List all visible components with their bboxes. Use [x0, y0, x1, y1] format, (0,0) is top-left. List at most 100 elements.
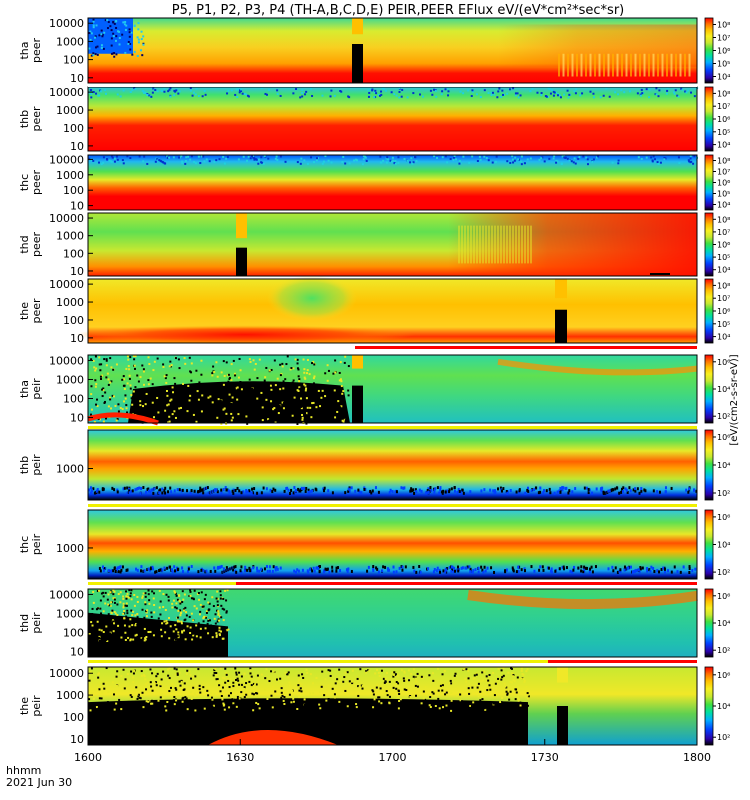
noise-dot — [395, 490, 398, 494]
noise-dot — [92, 26, 95, 29]
noise-dot — [580, 565, 583, 569]
noise-dot — [563, 93, 566, 96]
noise-dot — [285, 487, 288, 491]
noise-dot — [128, 35, 131, 38]
noise-dot — [394, 162, 397, 165]
noise-dot — [378, 700, 381, 703]
noise-dot — [337, 409, 340, 412]
noise-dot — [451, 568, 454, 572]
noise-dot — [386, 694, 389, 697]
noise-dot — [130, 609, 133, 612]
noise-dot — [131, 624, 134, 627]
noise-dot — [90, 385, 93, 388]
colorbar — [704, 509, 714, 580]
noise-dot — [227, 489, 230, 493]
noise-dot — [175, 699, 178, 702]
noise-dot — [680, 87, 683, 90]
x-tick-label: 1730 — [531, 751, 559, 764]
noise-dot — [693, 95, 696, 98]
noise-dot — [474, 568, 477, 572]
noise-dot — [517, 699, 520, 702]
noise-dot — [568, 159, 571, 162]
noise-dot — [526, 692, 529, 695]
noise-dot — [227, 568, 230, 572]
noise-dot — [118, 698, 121, 701]
noise-dot — [90, 358, 93, 361]
noise-dot — [284, 672, 287, 675]
noise-dot — [365, 671, 368, 674]
noise-dot — [158, 629, 161, 632]
noise-dot — [165, 622, 168, 625]
noise-dot — [312, 401, 315, 404]
noise-dot — [230, 699, 233, 702]
noise-dot — [178, 638, 181, 641]
noise-dot — [374, 486, 377, 490]
noise-dot — [183, 682, 186, 685]
noise-dot — [276, 158, 279, 161]
noise-dot — [472, 701, 475, 704]
noise-dot — [236, 677, 239, 680]
noise-dot — [176, 598, 179, 601]
noise-dot — [282, 699, 285, 702]
noise-dot — [112, 569, 115, 573]
noise-dot — [511, 155, 514, 158]
noise-dot — [170, 398, 173, 401]
noise-dot — [372, 690, 375, 693]
noise-dot — [316, 392, 319, 395]
noise-dot — [245, 693, 248, 696]
noise-dot — [512, 569, 515, 573]
noise-dot — [248, 680, 251, 683]
noise-dot — [524, 569, 527, 573]
noise-dot — [173, 489, 176, 493]
noise-dot — [512, 158, 515, 161]
noise-dot — [496, 96, 499, 99]
noise-dot — [652, 489, 655, 493]
noise-dot — [300, 683, 303, 686]
stripe — [625, 53, 628, 77]
noise-dot — [105, 681, 108, 684]
noise-dot — [225, 488, 228, 492]
noise-dot — [105, 358, 108, 361]
stripe — [467, 225, 469, 264]
noise-dot — [592, 158, 595, 161]
noise-dot — [100, 44, 103, 47]
noise-dot — [348, 162, 351, 165]
noise-dot — [134, 614, 137, 617]
noise-dot — [663, 158, 666, 161]
noise-dot — [356, 677, 359, 680]
noise-dot — [437, 697, 440, 700]
stripe — [558, 53, 560, 77]
noise-dot — [128, 631, 131, 634]
noise-dot — [114, 20, 117, 23]
noise-dot — [483, 565, 486, 569]
noise-dot — [509, 706, 512, 709]
noise-dot — [315, 159, 318, 162]
noise-dot — [103, 400, 106, 403]
noise-dot — [258, 569, 261, 573]
noise-dot — [113, 622, 116, 625]
noise-dot — [687, 490, 690, 494]
noise-dot — [213, 370, 216, 373]
noise-dot — [375, 566, 378, 570]
noise-dot — [143, 691, 146, 694]
noise-dot — [225, 700, 228, 703]
noise-dot — [590, 565, 593, 569]
noise-dot — [446, 87, 449, 90]
noise-dot — [101, 35, 104, 38]
noise-dot — [650, 156, 653, 159]
noise-dot — [262, 162, 265, 165]
noise-dot — [153, 487, 156, 491]
noise-dot — [163, 566, 166, 570]
noise-dot — [246, 422, 249, 425]
colorbar-tick-label: 10⁶ — [717, 115, 730, 124]
noise-dot — [203, 616, 206, 619]
noise-dot — [415, 694, 418, 697]
noise-dot — [206, 622, 209, 625]
noise-dot — [158, 606, 161, 609]
noise-dot — [494, 160, 497, 163]
colorbar-tick-label: 10⁶ — [717, 47, 730, 56]
noise-dot — [297, 375, 300, 378]
noise-dot — [436, 156, 439, 159]
noise-dot — [372, 567, 375, 571]
noise-dot — [159, 419, 162, 422]
